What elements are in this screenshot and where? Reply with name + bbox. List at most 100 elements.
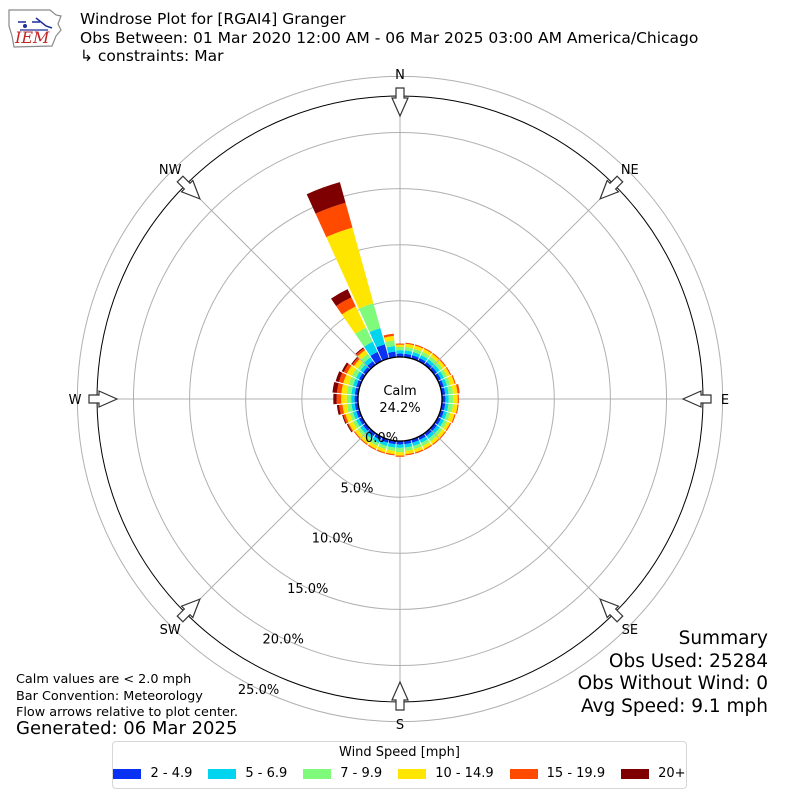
windrose-bar-segment: [455, 404, 459, 414]
windrose-bar-segment: [354, 429, 363, 438]
windrose-bar-segment: [441, 395, 446, 403]
windrose-bar-segment: [430, 423, 438, 431]
flow-arrow-icon: [599, 598, 624, 623]
windrose-bar-segment: [336, 404, 341, 415]
windrose-bar-segment: [374, 433, 382, 441]
windrose-bar-segment: [352, 411, 359, 420]
grid-ring: [76, 75, 724, 723]
windrose-bar-segment: [315, 202, 353, 238]
flow-arrows: [88, 87, 712, 711]
legend-label: 2 - 4.9: [150, 766, 193, 781]
windrose-bar-segment: [447, 412, 455, 423]
compass-label: S: [396, 718, 404, 733]
windrose-bar-segment: [357, 362, 366, 371]
compass-label: SW: [160, 623, 181, 638]
windrose-bar-segment: [445, 395, 449, 403]
windrose-bar-segment: [358, 303, 381, 333]
windrose-bar-segment: [447, 385, 454, 395]
windrose-bar-segment: [405, 342, 415, 346]
windrose-bar-segment: [443, 367, 451, 377]
legend-item: 2 - 4.9: [113, 766, 192, 781]
windrose-bar-segment: [361, 353, 371, 363]
windrose-bar-segment: [432, 425, 440, 434]
windrose-bar-segment: [384, 335, 395, 342]
summary-obs-used: Obs Used: 25284: [608, 650, 768, 672]
windrose-bar-segment: [451, 375, 456, 384]
windrose-bar-segment: [444, 403, 449, 412]
windrose-bar-segment: [396, 353, 404, 358]
summary-block: Summary Obs Used: 25284 Obs Without Wind…: [578, 628, 768, 718]
windrose-bar-segment: [355, 418, 363, 427]
windrose-bar-segment: [358, 373, 366, 381]
windrose-bar-segment: [413, 345, 424, 352]
windrose-bar-segment: [367, 361, 376, 369]
legend-label: 15 - 19.9: [546, 766, 606, 781]
windrose-bar-segment: [413, 348, 422, 355]
radial-tick-label: 0.0%: [365, 431, 398, 446]
windrose-bar-segment: [426, 359, 435, 367]
windrose-bar-segment: [345, 412, 353, 423]
legend-item: 20+: [621, 766, 686, 781]
windrose-bar-segment: [411, 355, 419, 361]
windrose-bar-segment: [348, 376, 356, 386]
windrose-bar-segment: [370, 351, 382, 365]
legend-swatch: [208, 768, 237, 779]
windrose-bar-segment: [412, 351, 421, 358]
compass-label: NE: [621, 163, 639, 178]
windrose-bar-segment: [356, 410, 362, 418]
windrose-bar-segment: [404, 350, 413, 355]
legend-swatch: [509, 768, 538, 779]
flow-arrow-icon: [176, 175, 201, 200]
windrose-bar-segment: [418, 433, 426, 441]
windrose-bar-segment: [363, 433, 372, 442]
windrose-bar-segment: [353, 359, 363, 369]
grid-spoke: [185, 184, 401, 400]
calm-circle: [357, 356, 443, 442]
windrose-bar-segment: [376, 446, 387, 453]
windrose-bar-segment: [335, 371, 343, 383]
windrose-bar-segment: [412, 440, 421, 447]
windrose-bar-segment: [331, 289, 352, 307]
legend: Wind Speed [mph] 2 - 4.9 5 - 6.9 7 - 9.9…: [112, 741, 687, 789]
compass-label: W: [69, 393, 82, 408]
windrose-bar-segment: [355, 347, 364, 355]
windrose-bars: [306, 182, 460, 457]
windrose-bar-segment: [346, 385, 353, 395]
windrose-bar-segment: [448, 394, 454, 404]
windrose-bar-segment: [444, 412, 451, 421]
windrose-bar-segment: [445, 422, 452, 432]
windrose-bar-segment: [326, 227, 374, 309]
windrose-bar-segment: [346, 394, 352, 404]
windrose-bar-segment: [441, 411, 448, 420]
windrose-bar-segment: [395, 452, 405, 456]
radial-tick-label: 5.0%: [340, 481, 373, 496]
axis-labels: N NE E SE S SW W NW 0.0% 5.0% 10.0% 15.0% 20.0% 25.0%: [69, 68, 730, 733]
legend-title: Wind Speed [mph]: [339, 745, 460, 760]
windrose-bar-segment: [439, 431, 447, 439]
grid-spoke: [399, 398, 615, 614]
windrose-bar-segment: [422, 442, 432, 450]
windrose-bar-segment: [447, 403, 454, 413]
calm-label: Calm: [383, 384, 416, 399]
windrose-bar-segment: [405, 449, 414, 455]
legend-item: 15 - 19.9: [509, 766, 606, 781]
flow-arrow-icon: [391, 680, 409, 711]
windrose-bar-segment: [341, 362, 349, 373]
windrose-bar-segment: [444, 377, 451, 386]
windrose-bar-segment: [351, 356, 358, 365]
windrose-bar-segment: [451, 414, 456, 423]
legend-items: 2 - 4.9 5 - 6.9 7 - 9.9 10 - 14.9 15 - 1…: [113, 766, 686, 781]
chart-subtitle: Obs Between: 01 Mar 2020 12:00 AM - 06 M…: [80, 28, 699, 47]
windrose-bar-segment: [413, 446, 424, 453]
radial-tick-label: 10.0%: [312, 532, 353, 547]
summary-avg-speed: Avg Speed: 9.1 mph: [580, 695, 768, 717]
flow-arrow-icon: [176, 598, 201, 623]
windrose-bar-segment: [428, 433, 437, 442]
windrose-bar-segment: [445, 366, 452, 376]
windrose-bar-segment: [356, 380, 362, 388]
windrose-bar-segment: [376, 449, 386, 454]
windrose-bar-segment: [352, 420, 360, 429]
flow-arrow-icon: [88, 390, 119, 408]
windrose-bar-segment: [342, 404, 349, 414]
windrose-bar-segment: [438, 410, 444, 418]
